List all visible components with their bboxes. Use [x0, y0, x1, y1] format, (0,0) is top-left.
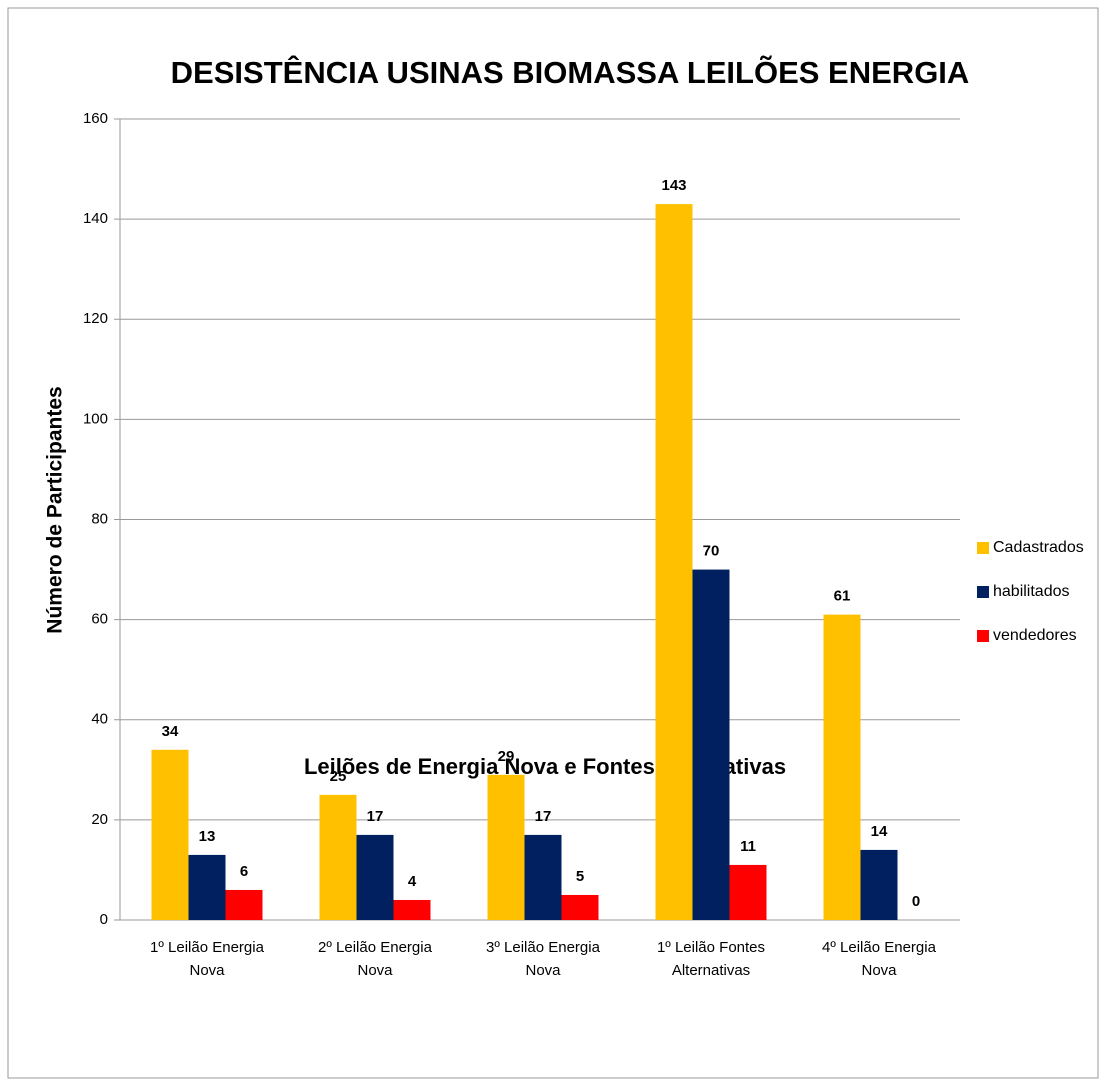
legend-swatch [977, 630, 989, 642]
value-label: 13 [199, 828, 216, 845]
value-label: 14 [871, 823, 888, 840]
value-label: 70 [703, 543, 720, 560]
y-tick-label: 40 [91, 711, 108, 728]
bar [692, 569, 730, 920]
chart-title: DESISTÊNCIA USINAS BIOMASSA LEILÕES ENER… [171, 54, 970, 90]
legend-swatch [977, 542, 989, 554]
y-tick-label: 60 [91, 611, 108, 628]
bar [487, 774, 525, 920]
bar [860, 849, 898, 920]
y-tick-label: 20 [91, 811, 108, 828]
legend-swatch [977, 586, 989, 598]
bar [319, 794, 357, 920]
x-tick-label: 1º Leilão Energia Nova [150, 939, 264, 979]
bar [524, 834, 562, 920]
legend-label: vendedores [993, 627, 1077, 644]
value-label: 4 [408, 873, 417, 890]
bar [655, 204, 693, 920]
bar [393, 899, 431, 920]
x-tick-label: 3º Leilão Energia Nova [486, 939, 600, 979]
value-label: 17 [535, 808, 552, 825]
x-tick-label: 2º Leilão Energia Nova [318, 939, 432, 979]
value-label: 0 [912, 893, 920, 910]
value-label: 25 [330, 768, 347, 785]
value-label: 61 [834, 588, 851, 605]
bar [561, 894, 599, 920]
bar [225, 889, 263, 920]
value-label: 34 [162, 723, 179, 740]
legend-label: habilitados [993, 583, 1070, 600]
y-tick-label: 120 [83, 310, 108, 327]
y-tick-label: 0 [100, 911, 108, 928]
bar [823, 614, 861, 920]
y-tick-label: 100 [83, 410, 108, 427]
value-label: 143 [661, 177, 686, 194]
y-axis-label: Número de Participantes [44, 386, 67, 633]
bar [151, 749, 189, 920]
legend-label: Cadastrados [993, 539, 1084, 556]
value-label: 29 [498, 748, 515, 765]
y-tick-label: 140 [83, 210, 108, 227]
value-label: 17 [367, 808, 384, 825]
bar [356, 834, 394, 920]
x-tick-label: 4º Leilão Energia Nova [822, 939, 936, 979]
y-tick-label: 160 [83, 110, 108, 127]
value-label: 5 [576, 868, 584, 885]
value-label: 11 [740, 838, 756, 855]
x-tick-label: 1º Leilão Fontes Alternativas [656, 939, 766, 979]
y-tick-label: 80 [91, 510, 108, 527]
value-label: 6 [240, 863, 248, 880]
bar [188, 854, 226, 920]
bar [729, 864, 767, 920]
